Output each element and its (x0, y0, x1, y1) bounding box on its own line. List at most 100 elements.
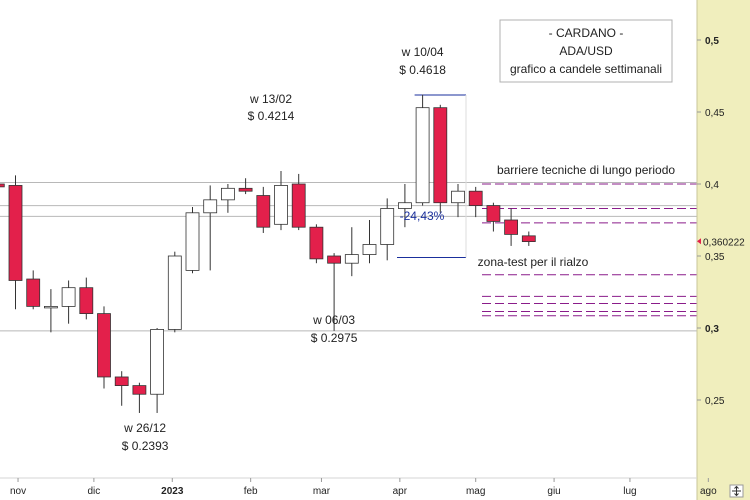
y-axis-background (697, 0, 750, 500)
candle-body (114, 376, 129, 386)
x-tick-label: apr (393, 486, 408, 497)
chart-subtitle-type: grafico a candele settimanali (510, 62, 662, 76)
candle (415, 94, 430, 206)
annotation-low-mar-price: $ 0.2975 (311, 331, 358, 345)
x-axis: nov dic 2023 feb mar apr mag giu lug ago (0, 477, 717, 497)
candle (362, 220, 377, 264)
chart-subtitle-pair: ADA/USD (559, 44, 613, 58)
chart-title: - CARDANO - (549, 26, 624, 40)
candle (380, 198, 395, 261)
candle (274, 171, 288, 231)
candle-body (380, 208, 395, 245)
current-price-marker (697, 238, 701, 245)
candle-body (220, 187, 235, 201)
candle (203, 185, 218, 271)
candle (504, 208, 519, 246)
settings-icon[interactable] (729, 484, 744, 498)
candle (8, 175, 23, 310)
candle (291, 173, 306, 231)
x-tick-label: mar (313, 486, 331, 497)
annotation-low-mar-week: w 06/03 (312, 313, 355, 327)
candle (433, 104, 448, 213)
candle-body (26, 278, 41, 307)
level-lines (397, 94, 697, 317)
annotation-test-zone: zona-test per il rialzo (478, 255, 589, 269)
candle (150, 328, 165, 413)
candle (0, 183, 5, 188)
annotation-high-apr-week: w 10/04 (401, 45, 444, 59)
x-tick-label: 2023 (161, 486, 184, 497)
candle (309, 224, 324, 264)
y-tick-label: 0,35 (705, 252, 725, 263)
annotations: w 10/04 $ 0.4618 w 13/02 $ 0.4214 w 06/0… (122, 45, 676, 453)
annotation-high-apr-price: $ 0.4618 (399, 63, 446, 77)
candle-body (167, 255, 182, 330)
current-price-label: 0,360222 (703, 237, 745, 248)
candle-body (8, 185, 23, 281)
x-tick-label: giu (547, 486, 560, 497)
candle (132, 382, 147, 413)
candle-body (203, 199, 218, 214)
y-axis: 0,5 0,45 0,4 0,35 0,3 0,25 0,360222 (696, 0, 750, 500)
x-tick-label: dic (87, 486, 100, 497)
candle-body (0, 183, 5, 188)
annotation-resistance: barriere tecniche di lungo periodo (497, 163, 675, 177)
candle-body (150, 329, 165, 395)
candle (521, 231, 536, 246)
candle-body (486, 205, 501, 222)
candle (79, 277, 94, 320)
candle (167, 251, 182, 333)
annotation-drop-percent: -24,43% (400, 209, 445, 223)
candle-body (97, 313, 111, 378)
candle-body (238, 187, 253, 192)
candle (486, 202, 501, 232)
candle-body (309, 226, 324, 260)
candle-body (521, 235, 536, 242)
candle (327, 253, 342, 331)
x-tick-label: lug (623, 486, 636, 497)
candle-body (79, 287, 94, 314)
candle (44, 289, 58, 333)
candle-body (61, 287, 76, 307)
candle-body (256, 195, 271, 228)
candle (26, 270, 41, 310)
annotation-high-feb-week: w 13/02 (249, 92, 292, 106)
y-tick-label: 0,3 (705, 324, 719, 335)
y-tick-label: 0,25 (705, 396, 725, 407)
candle (344, 227, 359, 277)
candles (0, 94, 536, 413)
candle-body (504, 219, 519, 235)
candle-body (291, 183, 306, 228)
horizontal-lines (0, 182, 697, 332)
x-tick-label: ago (700, 486, 717, 497)
candle-body (362, 244, 377, 255)
x-axis-ticks: nov dic 2023 feb mar apr mag giu lug ago (10, 478, 717, 497)
candle-body (327, 255, 342, 264)
annotation-low-dec-price: $ 0.2393 (122, 439, 169, 453)
y-tick-label: 0,5 (705, 36, 719, 47)
candle (185, 207, 200, 274)
candle (114, 371, 129, 406)
candle (397, 184, 412, 228)
candle (238, 178, 253, 195)
x-tick-label: feb (244, 486, 258, 497)
candle-body (397, 202, 412, 209)
candle (468, 186, 483, 218)
annotation-low-dec-week: w 26/12 (123, 421, 166, 435)
candle (61, 280, 76, 324)
y-axis-ticks: 0,5 0,45 0,4 0,35 0,3 0,25 (697, 36, 725, 407)
candle-body (44, 305, 58, 309)
candle-body (451, 190, 465, 204)
candle-body (132, 385, 147, 395)
x-tick-label: mag (466, 486, 485, 497)
candle (97, 306, 111, 389)
title-box: - CARDANO - ADA/USD grafico a candele se… (499, 19, 673, 83)
title-box-frame (499, 19, 673, 83)
y-tick-label: 0,45 (705, 108, 725, 119)
candle-body (344, 254, 359, 264)
candle (451, 184, 465, 218)
y-tick-label: 0,4 (705, 180, 719, 191)
candle (220, 184, 235, 213)
annotation-high-feb-price: $ 0.4214 (248, 109, 295, 123)
